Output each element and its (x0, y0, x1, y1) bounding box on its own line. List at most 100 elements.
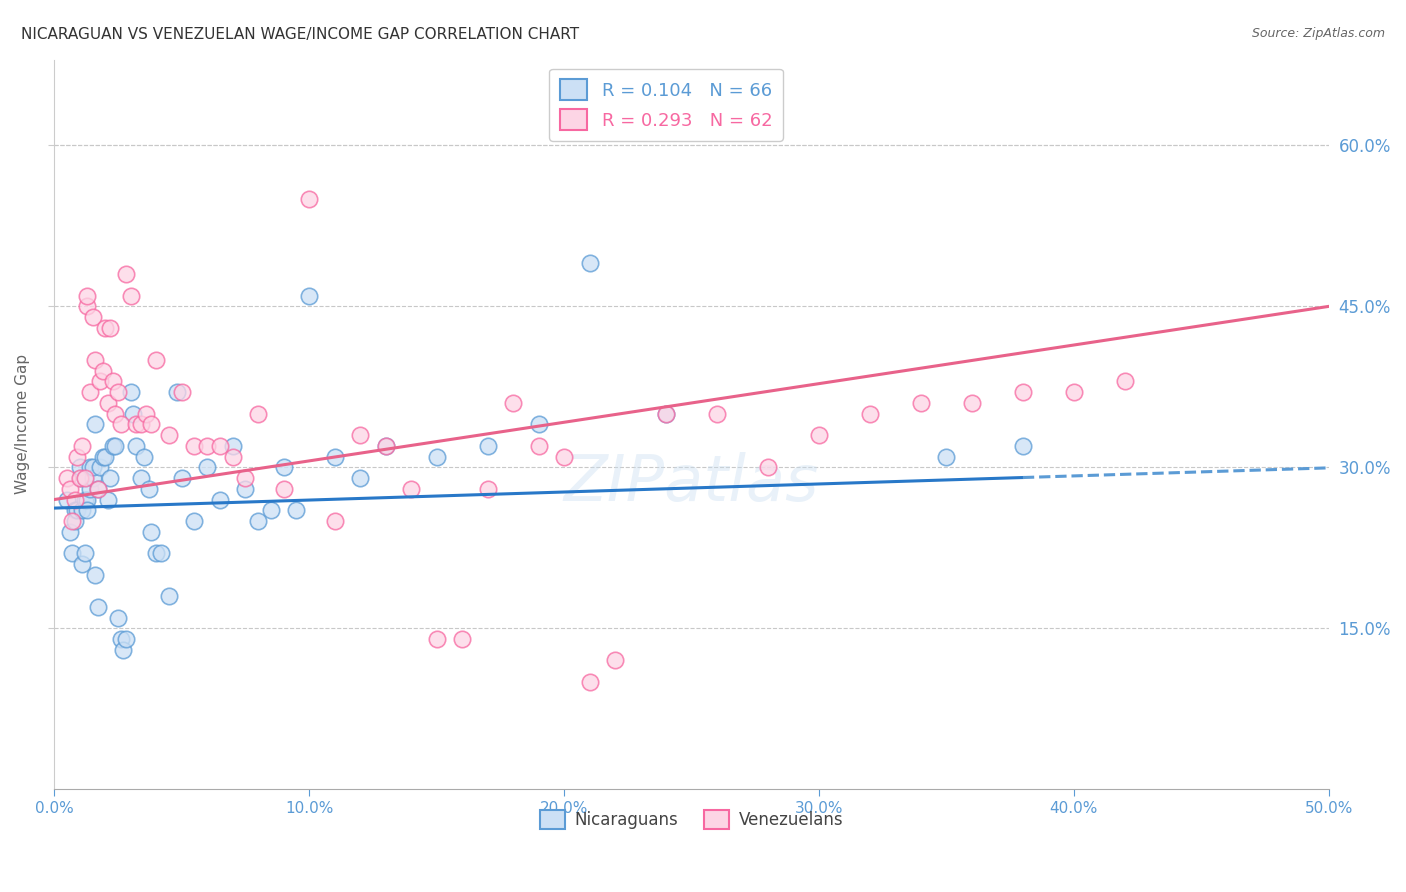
Point (129, 417, 152, 432)
Point (399, 482, 422, 496)
Point (69, 471, 91, 485)
Point (89, 375, 111, 389)
Point (84, 353, 107, 368)
Point (97, 396, 120, 410)
Point (101, 439, 124, 453)
Point (374, 439, 396, 453)
Point (451, 632, 474, 646)
Point (125, 417, 148, 432)
Point (76, 492, 98, 507)
Point (110, 632, 132, 646)
Point (76, 503, 98, 517)
Point (960, 396, 983, 410)
Point (655, 407, 678, 421)
Point (101, 375, 124, 389)
Point (349, 471, 371, 485)
Point (527, 439, 550, 453)
Point (125, 439, 148, 453)
Point (63, 492, 86, 507)
Point (59, 524, 82, 539)
Point (86, 482, 108, 496)
Point (247, 407, 270, 421)
Point (1012, 439, 1035, 453)
Point (69, 471, 91, 485)
Point (208, 439, 231, 453)
Point (84, 567, 107, 582)
Point (72, 503, 94, 517)
Point (112, 642, 135, 657)
Point (141, 417, 163, 432)
Point (323, 514, 346, 528)
Point (145, 353, 167, 368)
Point (477, 482, 499, 496)
Point (132, 450, 155, 464)
Point (79, 385, 101, 400)
Text: NICARAGUAN VS VENEZUELAN WAGE/INCOME GAP CORRELATION CHART: NICARAGUAN VS VENEZUELAN WAGE/INCOME GAP… (21, 27, 579, 42)
Point (138, 482, 160, 496)
Point (1012, 385, 1035, 400)
Point (183, 439, 205, 453)
Point (260, 503, 283, 517)
Point (56, 471, 79, 485)
Point (89, 460, 111, 475)
Point (235, 482, 257, 496)
Point (910, 396, 932, 410)
Point (578, 256, 600, 270)
Point (56, 492, 79, 507)
Point (86, 599, 108, 614)
Point (60, 514, 83, 528)
Point (135, 407, 157, 421)
Point (1114, 375, 1136, 389)
Point (86, 482, 108, 496)
Point (170, 471, 193, 485)
Point (91, 364, 114, 378)
Point (426, 632, 449, 646)
Point (91, 450, 114, 464)
Point (935, 450, 957, 464)
Point (195, 439, 218, 453)
Point (104, 407, 127, 421)
Point (222, 439, 245, 453)
Point (273, 460, 295, 475)
Point (120, 385, 142, 400)
Point (170, 385, 193, 400)
Point (73, 492, 96, 507)
Point (183, 514, 205, 528)
Point (706, 407, 728, 421)
Point (122, 407, 145, 421)
Point (323, 450, 346, 464)
Point (97, 492, 120, 507)
Point (66, 503, 89, 517)
Point (114, 267, 136, 281)
Point (859, 407, 882, 421)
Point (63, 503, 86, 517)
Y-axis label: Wage/Income Gap: Wage/Income Gap (15, 354, 30, 494)
Point (208, 492, 231, 507)
Point (145, 546, 167, 560)
Point (73, 546, 96, 560)
Point (426, 450, 449, 464)
Point (69, 460, 91, 475)
Point (63, 514, 86, 528)
Point (76, 288, 98, 302)
Point (374, 439, 396, 453)
Point (129, 471, 152, 485)
Point (72, 557, 94, 571)
Point (120, 288, 142, 302)
Point (107, 610, 129, 624)
Point (73, 471, 96, 485)
Point (107, 385, 129, 400)
Point (553, 450, 575, 464)
Point (655, 407, 678, 421)
Point (150, 546, 173, 560)
Point (82, 460, 104, 475)
Point (84, 417, 107, 432)
Point (578, 674, 600, 689)
Point (79, 460, 101, 475)
Point (114, 632, 136, 646)
Point (100, 321, 122, 335)
Point (79, 482, 101, 496)
Point (157, 589, 180, 603)
Point (1063, 385, 1085, 400)
Point (110, 417, 132, 432)
